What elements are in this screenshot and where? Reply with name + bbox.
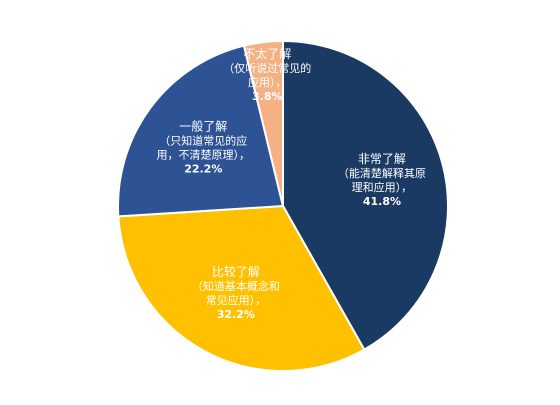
pie-slice-barely-familiar	[242, 39, 284, 207]
data-label-fairly-familiar-percent: 32.2%	[217, 308, 255, 321]
data-label-somewhat-familiar-desc: 用，不清楚原理），	[157, 147, 251, 161]
data-label-barely-familiar-desc: （仅听说过常见的	[223, 61, 311, 75]
data-label-very-familiar-percent: 41.8%	[363, 195, 401, 208]
data-label-fairly-familiar-desc: 常见应用），	[206, 293, 267, 307]
data-label-fairly-familiar-name: 比较了解	[212, 264, 260, 279]
data-label-somewhat-familiar-percent: 22.2%	[184, 162, 222, 175]
data-label-very-familiar-name: 非常了解	[358, 152, 406, 166]
pie-slice-somewhat-familiar	[117, 44, 285, 218]
pie-slices	[117, 39, 449, 372]
data-label-somewhat-familiar-name: 一般了解	[179, 118, 227, 133]
data-label-somewhat-familiar-desc: （只知道常见的应	[159, 133, 247, 147]
data-label-barely-familiar-percent: 3.8%	[252, 90, 283, 103]
data-label-barely-familiar-desc: 应用），	[248, 75, 287, 89]
pie-slice-very-familiar	[282, 39, 449, 351]
data-label-very-familiar-desc: （能清楚解释其原	[338, 166, 426, 180]
data-label-barely-familiar-name: 不太了解	[243, 46, 291, 61]
data-label-fairly-familiar-desc: （知道基本概念和	[192, 279, 280, 293]
pie-slice-fairly-familiar	[117, 204, 366, 372]
data-label-very-familiar-desc: 理和应用），	[352, 180, 413, 194]
